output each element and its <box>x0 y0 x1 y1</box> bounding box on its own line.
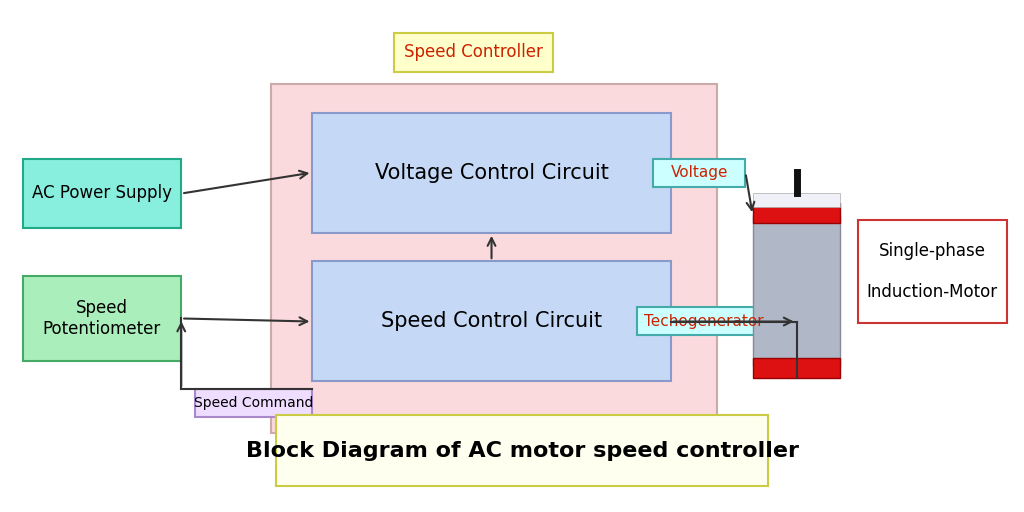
FancyBboxPatch shape <box>195 389 312 417</box>
Text: AC Power Supply: AC Power Supply <box>32 184 172 202</box>
FancyBboxPatch shape <box>23 276 181 361</box>
Text: Block Diagram of AC motor speed controller: Block Diagram of AC motor speed controll… <box>246 440 799 461</box>
FancyBboxPatch shape <box>637 307 770 335</box>
Text: Techogenerator: Techogenerator <box>644 314 763 329</box>
FancyBboxPatch shape <box>753 193 840 207</box>
FancyBboxPatch shape <box>753 358 840 378</box>
Text: Single-phase

Induction-Motor: Single-phase Induction-Motor <box>866 242 998 301</box>
Text: Speed Controller: Speed Controller <box>404 44 543 61</box>
FancyBboxPatch shape <box>753 203 840 223</box>
FancyBboxPatch shape <box>23 159 181 228</box>
FancyBboxPatch shape <box>394 33 553 72</box>
FancyBboxPatch shape <box>312 261 671 381</box>
Text: Voltage Control Circuit: Voltage Control Circuit <box>375 163 608 183</box>
FancyBboxPatch shape <box>653 159 745 187</box>
Text: Speed
Potentiometer: Speed Potentiometer <box>43 300 161 338</box>
FancyBboxPatch shape <box>271 84 717 433</box>
Text: Speed Control Circuit: Speed Control Circuit <box>381 311 602 331</box>
FancyBboxPatch shape <box>858 220 1007 323</box>
FancyBboxPatch shape <box>312 113 671 233</box>
Text: Voltage: Voltage <box>671 165 728 180</box>
Text: Speed Command: Speed Command <box>194 396 313 410</box>
FancyBboxPatch shape <box>753 215 840 366</box>
FancyBboxPatch shape <box>276 415 768 486</box>
